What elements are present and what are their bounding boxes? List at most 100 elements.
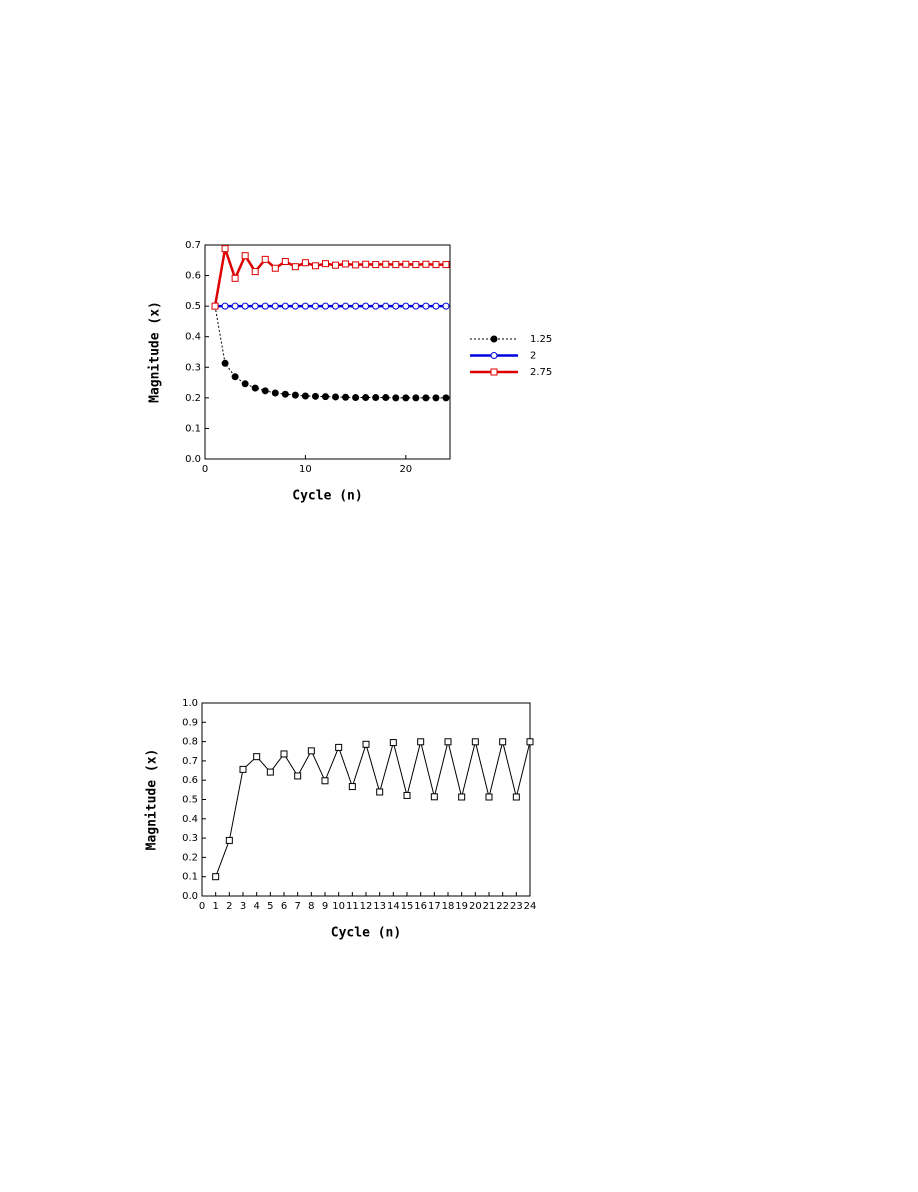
x-tick-label: 5: [267, 901, 273, 912]
x-tick-label: 13: [373, 901, 386, 912]
x-tick-label: 11: [346, 901, 359, 912]
data-point: [412, 302, 420, 310]
data-point: [266, 768, 274, 776]
data-point: [301, 259, 309, 267]
data-point: [311, 262, 319, 270]
y-tick-label: 0.8: [182, 737, 198, 748]
data-point: [392, 302, 400, 310]
data-point: [444, 738, 452, 746]
data-point: [362, 260, 370, 268]
data-point: [271, 302, 279, 310]
x-tick-label: 14: [387, 901, 400, 912]
data-point: [402, 302, 410, 310]
plot-frame: [204, 244, 451, 460]
series-line: [214, 306, 446, 399]
data-point: [422, 394, 430, 402]
data-point: [241, 252, 249, 260]
data-point: [432, 261, 440, 269]
data-point: [422, 260, 430, 268]
data-point: [417, 738, 425, 746]
data-point: [251, 268, 259, 276]
x-tick-label: 6: [281, 901, 287, 912]
data-point: [376, 788, 384, 796]
data-point: [221, 245, 229, 253]
y-tick-label: 0.6: [185, 271, 201, 282]
data-point: [321, 777, 329, 785]
data-point: [332, 393, 340, 401]
data-point: [221, 359, 229, 367]
data-point: [261, 387, 269, 395]
legend-label: 2.75: [530, 367, 552, 378]
data-point: [342, 260, 350, 268]
data-point: [281, 390, 289, 398]
data-point: [342, 302, 350, 310]
x-tick-label: 4: [253, 901, 259, 912]
data-point: [332, 302, 340, 310]
series-line: [215, 740, 531, 877]
data-point: [261, 302, 269, 310]
data-point: [382, 260, 390, 268]
x-tick-label: 8: [308, 901, 314, 912]
y-tick-label: 0.5: [185, 301, 201, 312]
data-point: [211, 302, 219, 310]
data-point: [512, 793, 520, 801]
data-point: [261, 255, 269, 263]
y-tick-label: 0.3: [182, 833, 198, 844]
data-point: [392, 261, 400, 269]
x-tick-label: 22: [496, 901, 509, 912]
data-point: [301, 302, 309, 310]
x-tick-label: 7: [294, 901, 300, 912]
data-point: [402, 394, 410, 402]
data-point: [241, 302, 249, 310]
data-point: [301, 392, 309, 400]
y-tick-label: 0.0: [185, 454, 201, 465]
data-point: [294, 772, 302, 780]
x-tick-label: 2: [226, 901, 232, 912]
y-tick-label: 0.6: [182, 775, 198, 786]
data-point: [499, 738, 507, 746]
x-tick-label: 23: [510, 901, 523, 912]
y-tick-label: 0.1: [185, 423, 201, 434]
y-tick-label: 0.2: [185, 393, 201, 404]
legend-label: 1.25: [530, 334, 552, 345]
x-axis-label: Cycle (n): [292, 489, 362, 504]
data-point: [442, 394, 450, 402]
x-tick-label: 10: [332, 901, 345, 912]
data-point: [526, 738, 534, 746]
y-tick-label: 0.2: [182, 852, 198, 863]
data-point: [335, 743, 343, 751]
y-tick-label: 0.1: [182, 872, 198, 883]
data-point: [225, 836, 233, 844]
data-point: [372, 302, 380, 310]
data-point: [442, 302, 450, 310]
data-point: [362, 740, 370, 748]
data-point: [389, 739, 397, 747]
x-axis-label: Cycle (n): [331, 926, 401, 941]
data-point: [321, 260, 329, 268]
data-point: [392, 394, 400, 402]
data-point: [241, 380, 249, 388]
data-point: [352, 394, 360, 402]
x-tick-label: 20: [399, 464, 412, 475]
data-point: [212, 873, 220, 881]
data-point: [430, 793, 438, 801]
data-point: [412, 261, 420, 269]
x-tick-label: 24: [524, 901, 537, 912]
data-point: [422, 302, 430, 310]
x-tick-label: 12: [360, 901, 373, 912]
x-tick-label: 16: [414, 901, 427, 912]
data-point: [251, 302, 259, 310]
data-point: [372, 261, 380, 269]
data-point: [271, 389, 279, 397]
y-tick-label: 0.4: [185, 332, 201, 343]
data-point: [231, 302, 239, 310]
data-point: [432, 394, 440, 402]
data-point: [471, 738, 479, 746]
x-tick-label: 0: [199, 901, 205, 912]
data-point: [442, 261, 450, 269]
y-tick-label: 0.4: [182, 814, 198, 825]
data-point: [281, 258, 289, 266]
data-point: [251, 384, 259, 392]
data-point: [348, 783, 356, 791]
